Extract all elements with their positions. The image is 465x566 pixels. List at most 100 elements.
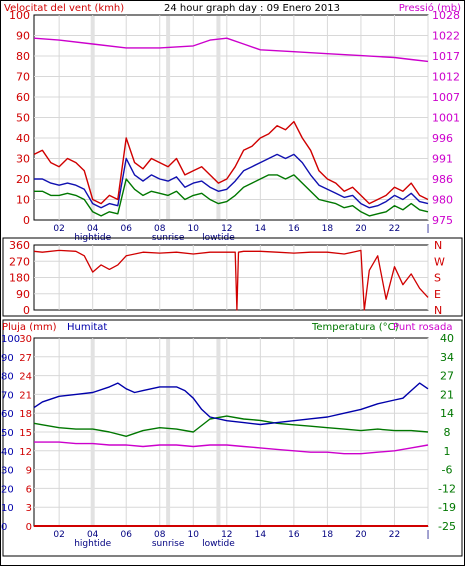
event-label: sunrise	[152, 539, 185, 549]
temperature-tick: -12	[438, 482, 456, 495]
pressure-tick: 986	[432, 173, 453, 186]
rain-temp-panel-border	[2, 319, 463, 557]
humidity-tick: 100	[1, 334, 20, 345]
rain-tick: 12	[19, 447, 32, 458]
x-tick-label: 22	[389, 224, 400, 234]
wind-speed-tick: 100	[9, 9, 30, 22]
rain-tick: 30	[19, 334, 32, 345]
x-tick-label: |	[426, 224, 429, 234]
humidity-tick: 70	[1, 390, 14, 401]
humidity-rain-axis: 0 10 20 30 40 50 60 70 80 90 100 0 3 6 9 12 15 18 21 24 27 30	[1, 334, 32, 533]
wind-pressure-series	[33, 37, 429, 217]
pressure-tick: 1007	[432, 91, 460, 104]
wind-avg-line	[34, 153, 429, 209]
pressure-title: Pressió (mb)	[399, 2, 461, 14]
direction-tick: 180	[9, 272, 30, 285]
pressure-tick: 980	[432, 194, 453, 207]
event-bar	[90, 339, 95, 525]
x-tick-label: 18	[322, 530, 334, 540]
wind-direction-axis: 0 90 180 270 360	[9, 239, 30, 317]
event-bar	[216, 339, 221, 525]
rain-tick: 21	[19, 390, 32, 401]
temperature-tick: 14	[440, 407, 454, 420]
x-tick-label: 18	[322, 224, 334, 234]
x-tick-label: 04	[87, 224, 99, 234]
compass-tick: S	[434, 272, 441, 285]
rain-tick: 6	[26, 484, 32, 495]
x-tick-label: 12	[221, 224, 232, 234]
temperature-tick: 40	[440, 332, 454, 345]
humidity-tick: 40	[1, 447, 14, 458]
wind-speed-axis: 0 10 20 30 40 50 60 70 80 90 100	[9, 9, 30, 227]
wind-speed-tick: 10	[16, 194, 30, 207]
humidity-tick: 80	[1, 372, 14, 383]
pressure-tick: 1001	[432, 112, 460, 125]
x-tick-label: 02	[53, 530, 64, 540]
rain-tick: 9	[26, 466, 32, 477]
pressure-tick: 1022	[432, 30, 460, 43]
x-tick-label: 08	[154, 530, 166, 540]
compass-tick: W	[434, 255, 445, 268]
wind-speed-tick: 0	[23, 214, 30, 227]
x-tick-label: 16	[288, 224, 300, 234]
rain-humidity-temp-panel: 0102030405060708090100036912151821242730…	[1, 332, 456, 549]
compass-tick: N	[434, 304, 442, 317]
humidity-line	[33, 382, 429, 426]
x-tick-label: |	[426, 530, 429, 540]
pressure-tick: 1028	[432, 9, 460, 22]
direction-tick: 0	[23, 304, 30, 317]
humidity-tick: 30	[1, 466, 14, 477]
rain-title: Pluja (mm)	[2, 322, 57, 333]
x-tick-label: 20	[355, 224, 367, 234]
temperature-tick: -25	[438, 520, 456, 533]
humidity-title: Humitat	[67, 322, 107, 333]
temperature-line	[33, 415, 429, 437]
wind-speed-tick: 80	[16, 50, 30, 63]
temperature-tick: 8	[444, 426, 451, 439]
rain-tick: 15	[19, 428, 32, 439]
humidity-tick: 50	[1, 428, 14, 439]
temperature-tick: -6	[442, 464, 453, 477]
rain-tick: 24	[19, 372, 32, 383]
temperature-axis: -25 -19 -12 -6 1 8 14 21 27 34 40	[438, 332, 456, 533]
wind-direction-panel-border	[2, 237, 463, 317]
wind-speed-tick: 60	[16, 91, 30, 104]
humidity-tick: 90	[1, 353, 14, 364]
wind-speed-tick: 70	[16, 71, 30, 84]
rain-tick: 27	[19, 353, 32, 364]
rain-tick: 0	[26, 522, 32, 533]
x-tick-label: 06	[120, 530, 132, 540]
graph-date-title: 24 hour graph day : 09 Enero 2013	[164, 3, 340, 14]
pressure-tick: 975	[432, 214, 453, 227]
humidity-tick: 10	[1, 503, 14, 514]
event-bar	[216, 16, 221, 219]
wind-speed-tick: 30	[16, 153, 30, 166]
x-tick-label: 10	[188, 530, 200, 540]
humidity-tick: 0	[1, 522, 7, 533]
x-tick-label: 12	[221, 530, 232, 540]
x-tick-label: 14	[255, 530, 267, 540]
dew-point-line	[34, 441, 429, 455]
wind-gust-line	[33, 120, 429, 205]
pressure-tick: 1017	[432, 50, 460, 63]
x-tick-label: 14	[255, 224, 267, 234]
temperature-tick: 27	[440, 370, 454, 383]
wind-speed-title: Velocitat del vent (kmh)	[4, 3, 124, 14]
wind-speed-tick: 90	[16, 30, 30, 43]
x-tick-label: 16	[288, 530, 300, 540]
wind-direction-series	[33, 249, 429, 311]
event-bar	[166, 339, 171, 525]
wind-pressure-panel: 0 10 20 30 40 50 60 70 80 90 100 975 980 986 991 996 10…	[9, 9, 460, 243]
x-tick-label: 02	[53, 224, 64, 234]
wind-pressure-event-bars	[90, 16, 221, 219]
x-tick-label: 04	[87, 530, 99, 540]
x-tick-label: 20	[355, 530, 367, 540]
temperature-tick: -19	[438, 501, 456, 514]
direction-tick: 90	[16, 288, 30, 301]
humidity-tick: 60	[1, 409, 14, 420]
temperature-tick: 34	[440, 351, 454, 364]
x-tick-label: 08	[154, 224, 166, 234]
dew-point-title: Punt rosada	[393, 322, 452, 333]
